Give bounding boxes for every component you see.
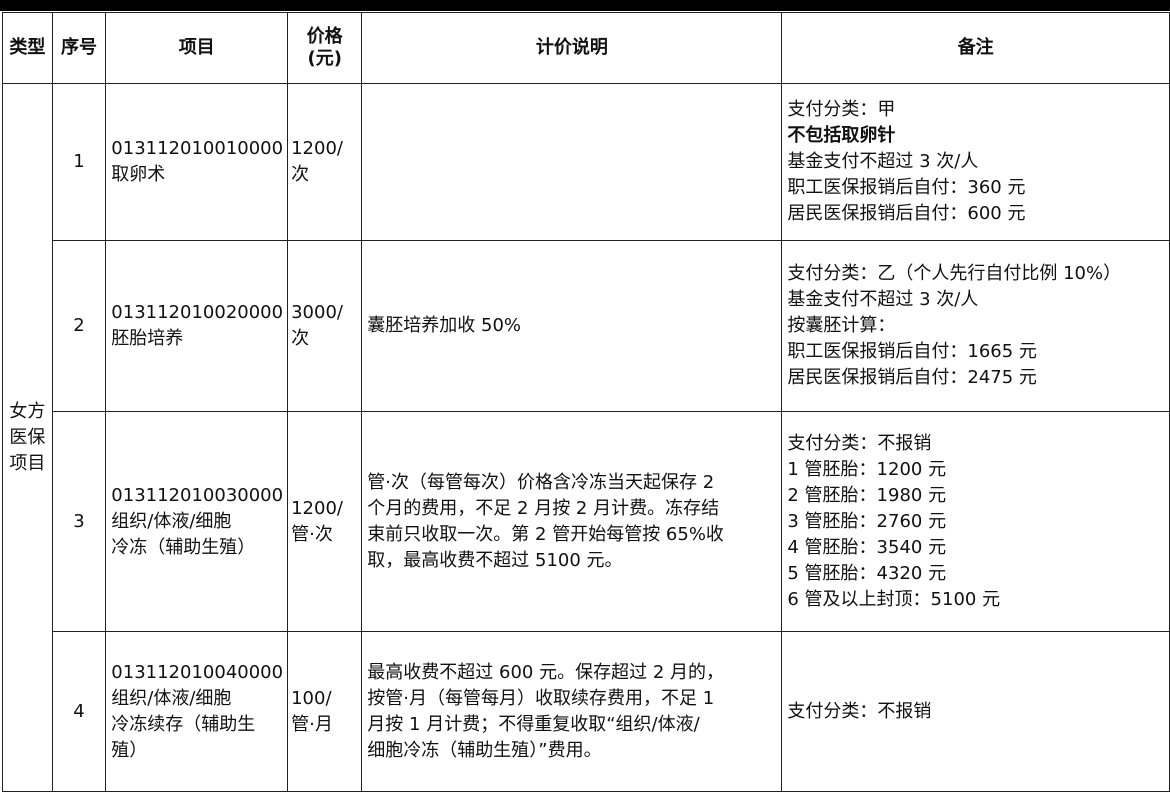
- item-cell: 013112010010000 取卵术: [105, 83, 289, 241]
- row-number: 4: [51, 631, 107, 792]
- item-line: 组织/体液/细胞: [111, 687, 232, 709]
- category-line: 医保: [9, 426, 46, 448]
- header-price-line: 价格: [306, 26, 343, 47]
- price-line: 100/: [291, 687, 332, 709]
- desc-line: 月按 1 月计费；不得重复收取“组织/体液/: [367, 713, 700, 735]
- header-price: 价格 (元): [287, 12, 363, 84]
- desc-line: 最高收费不超过 600 元。保存超过 2 月的，: [367, 661, 724, 683]
- pricing-desc-cell: 囊胚培养加收 50%: [361, 240, 783, 412]
- note-line: 2 管胚胎：1980 元: [787, 484, 947, 506]
- note-cell: 支付分类：不报销 1 管胚胎：1200 元 2 管胚胎：1980 元 3 管胚胎：27…: [781, 411, 1170, 632]
- pricing-desc-cell: 最高收费不超过 600 元。保存超过 2 月的， 按管·月（每管每月）收取续存费用…: [361, 631, 783, 792]
- table-row: 女方 医保 项目 1 013112010010000 取卵术 1200/次支付分类：甲 不包括…: [2, 83, 1170, 792]
- price-line: 3000/: [291, 302, 343, 323]
- desc-line: 囊胚培养加收 50%: [367, 315, 522, 336]
- item-cell: 013112010030000 组织/体液/细胞冷冻（辅助生殖）: [105, 411, 289, 632]
- note-line: 支付分类：乙（个人先行自付比例 10%）: [787, 263, 1122, 284]
- item-line: 胚胎培养: [111, 328, 184, 349]
- desc-line: 个月的费用，不足 2 月按 2 月计费。冻存结: [367, 497, 720, 519]
- price-line: 管·次: [291, 523, 333, 545]
- item-line: 013112010030000: [111, 484, 284, 506]
- price-line: 次: [291, 164, 310, 185]
- price-line: 次: [291, 328, 310, 349]
- pricing-desc-cell: [361, 83, 783, 241]
- header-item: 项目: [105, 12, 289, 84]
- note-cell: 支付分类：不报销: [781, 631, 1170, 792]
- header-notes: 备注: [781, 12, 1170, 84]
- item-line: 013112010020000: [111, 302, 284, 323]
- row-number: 3: [51, 411, 107, 632]
- desc-line: 束前只收取一次。第 2 管开始每管按 65%收: [367, 523, 724, 545]
- note-line: 支付分类：不报销: [787, 432, 932, 454]
- item-line: 取卵术: [111, 164, 166, 185]
- note-line: 基金支付不超过 3 次/人: [787, 151, 979, 172]
- item-line: 冷冻续存（辅助生: [111, 713, 256, 735]
- header-type: 类型: [2, 12, 53, 84]
- note-line: 3 管胚胎：2760 元: [787, 510, 947, 532]
- note-line: 6 管及以上封顶：5100 元: [787, 588, 1001, 610]
- note-line: 职工医保报销后自付：360 元: [787, 177, 1026, 198]
- item-line: 013112010010000: [111, 138, 284, 159]
- row-number: 1: [51, 83, 107, 241]
- note-line: 按囊胚计算：: [787, 315, 896, 336]
- note-cell: 支付分类：乙（个人先行自付比例 10%） 基金支付不超过 3 次/人 按囊胚计算： 职…: [781, 240, 1170, 412]
- note-line: 居民医保报销后自付：2475 元: [787, 367, 1037, 388]
- note-line: 职工医保报销后自付：1665 元: [787, 341, 1037, 362]
- item-line: 冷冻（辅助生殖）: [111, 536, 256, 558]
- top-black-bar: [0, 0, 1170, 11]
- price-cell: 3000/次: [287, 240, 363, 412]
- note-line: 1 管胚胎：1200 元: [787, 458, 947, 480]
- price-cell: 1200/次: [287, 83, 363, 241]
- header-price-line: (元): [307, 48, 342, 69]
- note-line: 支付分类：不报销: [787, 700, 932, 722]
- price-line: 1200/: [291, 497, 343, 519]
- desc-line: 取，最高收费不超过 5100 元。: [367, 549, 623, 571]
- row-number: 2: [51, 240, 107, 412]
- note-line: 支付分类：甲: [787, 99, 896, 120]
- table-row: 4 013112010040000 组织/体液/细胞冷冻续存（辅助生 殖） 100/管·…: [3, 631, 1170, 792]
- item-line: 殖）: [111, 739, 148, 761]
- category-line: 项目: [9, 452, 46, 474]
- price-line: 1200/: [291, 138, 343, 159]
- item-cell: 013112010040000 组织/体液/细胞冷冻续存（辅助生 殖）: [105, 631, 289, 792]
- category-line: 女方: [9, 400, 46, 422]
- desc-line: 管·次（每管每次）价格含冷冻当天起保存 2: [367, 471, 715, 493]
- header-pricing-desc: 计价说明: [361, 12, 783, 84]
- table-row: 3 013112010030000 组织/体液/细胞冷冻（辅助生殖） 1200/管·次…: [3, 411, 1170, 632]
- note-line: 不包括取卵针: [787, 125, 896, 146]
- note-line: 基金支付不超过 3 次/人: [787, 289, 979, 310]
- header-row: 类型 序号 项目 价格 (元) 计价说明 备注: [2, 12, 1170, 84]
- header-no: 序号: [51, 12, 107, 84]
- item-cell: 013112010020000 胚胎培养: [105, 240, 289, 412]
- note-line: 居民医保报销后自付：600 元: [787, 203, 1026, 224]
- item-line: 组织/体液/细胞: [111, 510, 232, 532]
- price-cell: 100/管·月: [287, 631, 363, 792]
- desc-line: 按管·月（每管每月）收取续存费用，不足 1: [367, 687, 715, 709]
- price-cell: 1200/管·次: [287, 411, 363, 632]
- item-line: 013112010040000: [111, 661, 284, 683]
- pricing-desc-cell: 管·次（每管每次）价格含冷冻当天起保存 2 个月的费用，不足 2 月按 2 月计费…: [361, 411, 783, 632]
- category-cell: 女方 医保 项目: [2, 83, 53, 792]
- desc-line: 细胞冷冻（辅助生殖）”费用。: [367, 739, 602, 761]
- price-line: 管·月: [291, 713, 333, 735]
- fee-table: 类型 序号 项目 价格 (元) 计价说明 备注 女方 医保 项目 1 013112010…: [2, 12, 1170, 792]
- note-line: 4 管胚胎：3540 元: [787, 536, 947, 558]
- table-row: 2 013112010020000 胚胎培养 3000/次囊胚培养加收 50% 支付分类…: [3, 240, 1170, 412]
- note-line: 5 管胚胎：4320 元: [787, 562, 947, 584]
- note-cell: 支付分类：甲 不包括取卵针基金支付不超过 3 次/人职工医保报销后自付：360 元…: [781, 83, 1170, 241]
